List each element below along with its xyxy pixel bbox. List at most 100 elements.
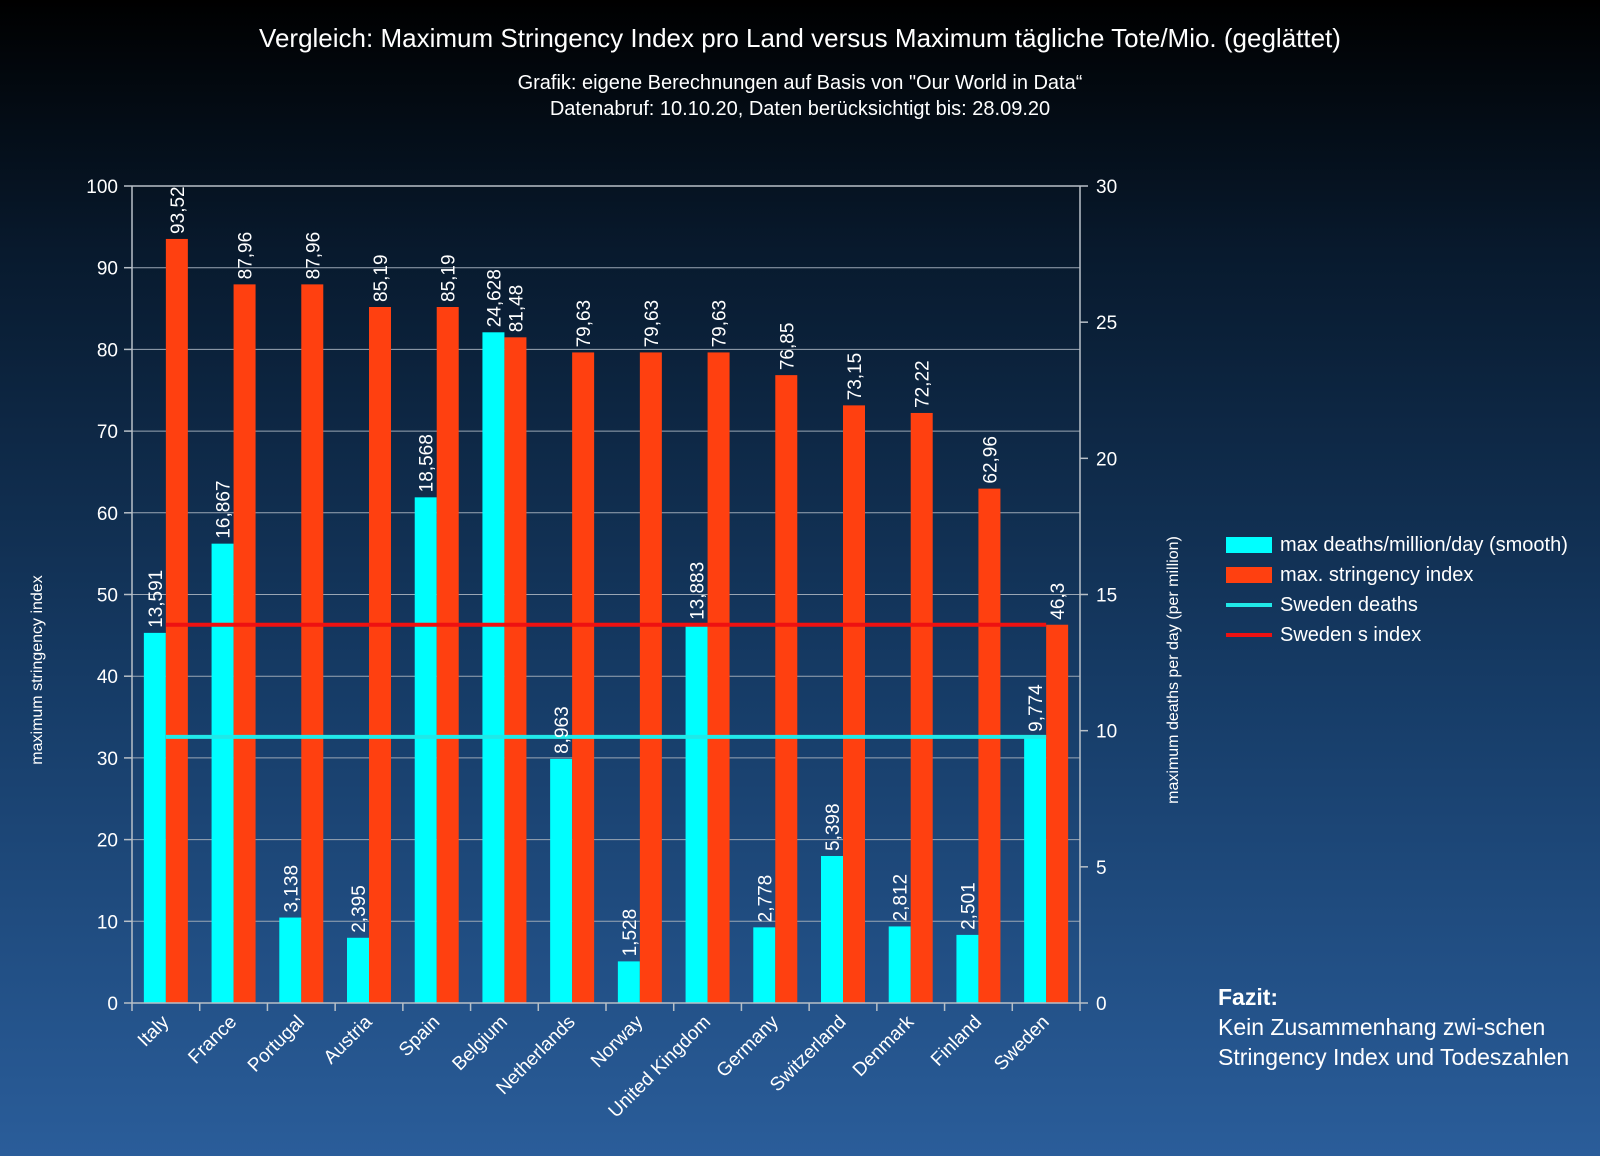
- bar-stringency: [707, 352, 730, 1003]
- bar-deaths: [550, 758, 573, 1003]
- x-tick-label: France: [184, 1012, 241, 1069]
- y-left-tick-label: 40: [97, 667, 118, 688]
- x-tick-label: Austria: [320, 1011, 377, 1068]
- y-left-tick-label: 50: [97, 586, 118, 607]
- bar-stringency: [843, 405, 865, 1003]
- bar-deaths: [143, 632, 166, 1003]
- y-left-tick-label: 10: [97, 912, 118, 933]
- y-right-tick-label: 0: [1096, 994, 1107, 1015]
- x-tick-label: Finland: [927, 1012, 986, 1071]
- data-labels-group: 13,591 93,52 16,867 87,96 3,138 87,96 2,395 85,…: [146, 186, 1069, 956]
- legend-label-sweden-index: Sweden s index: [1280, 623, 1422, 646]
- y-axis-right-label: maximum deaths per day (per million): [1165, 536, 1182, 804]
- legend: max deaths/million/day (smooth) max. str…: [1226, 530, 1568, 650]
- x-tick-label: Norway: [587, 1011, 648, 1072]
- data-label-stringency: 46,3: [1048, 583, 1069, 620]
- bar-deaths: [821, 855, 843, 1003]
- y-left-tick-label: 60: [97, 504, 118, 525]
- data-label-deaths: 2,812: [891, 874, 912, 922]
- y-right-tick-label: 30: [1096, 177, 1117, 198]
- conclusion-box: Fazit: Kein Zusammenhang zwi-schen Strin…: [1218, 982, 1578, 1072]
- legend-label-sweden-deaths: Sweden deaths: [1280, 593, 1418, 616]
- data-label-deaths: 2,501: [958, 882, 979, 930]
- x-tick-label: Germany: [713, 1011, 783, 1081]
- conclusion-text: Kein Zusammenhang zwi-schen Stringency I…: [1218, 1014, 1570, 1070]
- reference-lines-group: [165, 622, 1047, 739]
- bar-stringency: [1046, 624, 1069, 1003]
- bar-deaths: [279, 917, 302, 1003]
- y-left-tick-label: 80: [97, 340, 118, 361]
- bar-deaths: [685, 624, 708, 1003]
- data-label-deaths: 8,963: [552, 706, 573, 754]
- data-label-deaths: 2,395: [349, 885, 370, 933]
- data-label-stringency: 79,63: [710, 300, 731, 348]
- y-left-tick-label: 90: [97, 259, 118, 280]
- bar-deaths: [956, 934, 979, 1003]
- data-label-stringency: 73,15: [845, 353, 866, 401]
- data-label-deaths: 9,774: [1026, 684, 1047, 732]
- bar-stringency: [910, 412, 933, 1003]
- y-right-tick-label: 15: [1096, 586, 1117, 607]
- data-label-stringency: 62,96: [980, 436, 1001, 484]
- x-tick-label: Belgium: [449, 1012, 512, 1075]
- y-axis-left-label: maximum stringency index: [29, 575, 46, 764]
- legend-swatch-stringency: [1226, 567, 1272, 583]
- legend-swatch-sweden-deaths: [1226, 603, 1272, 607]
- data-label-stringency: 93,52: [168, 186, 189, 234]
- data-label-stringency: 85,19: [439, 254, 460, 302]
- gridlines: [132, 185, 1080, 922]
- data-label-deaths: 13,883: [688, 562, 709, 620]
- bar-stringency: [369, 306, 391, 1004]
- chart-subtitle-line-2: Datenabruf: 10.10.20, Daten berücksichti…: [550, 98, 1050, 120]
- bar-stringency: [639, 352, 662, 1003]
- bar-stringency: [301, 284, 324, 1003]
- data-label-stringency: 76,85: [777, 323, 798, 371]
- data-label-deaths: 3,138: [281, 865, 302, 913]
- data-label-deaths: 13,591: [146, 570, 167, 628]
- legend-swatch-sweden-index: [1226, 633, 1272, 637]
- y-left-tick-label: 100: [86, 177, 118, 198]
- legend-item-deaths: max deaths/million/day (smooth): [1226, 530, 1568, 560]
- x-tick-label: Sweden: [990, 1012, 1053, 1075]
- bar-deaths: [347, 937, 369, 1003]
- chart-subtitle-line-1: Grafik: eigene Berechnungen auf Basis vo…: [518, 72, 1083, 94]
- data-label-deaths: 1,528: [620, 909, 641, 957]
- x-tick-label: Spain: [395, 1012, 444, 1061]
- bar-deaths: [414, 497, 437, 1003]
- bar-stringency: [978, 488, 1001, 1003]
- legend-item-stringency: max. stringency index: [1226, 560, 1568, 590]
- data-label-deaths: 2,778: [755, 875, 776, 923]
- legend-item-sweden-index: Sweden s index: [1226, 620, 1568, 650]
- y-right-tick-label: 5: [1096, 858, 1107, 879]
- y-left-tick-label: 0: [107, 994, 118, 1015]
- bar-deaths: [753, 927, 776, 1003]
- bar-deaths: [482, 332, 505, 1003]
- x-tick-label: Portugal: [244, 1012, 309, 1077]
- bar-stringency: [775, 375, 798, 1003]
- legend-label-deaths: max deaths/million/day (smooth): [1280, 533, 1568, 556]
- conclusion-heading: Fazit:: [1218, 984, 1279, 1010]
- y-right-tick-label: 10: [1096, 722, 1117, 743]
- y-right-tick-label: 20: [1096, 449, 1117, 470]
- y-right-tick-label: 25: [1096, 313, 1117, 334]
- data-label-stringency: 87,96: [236, 232, 257, 280]
- data-label-stringency: 87,96: [303, 232, 324, 280]
- legend-swatch-deaths: [1226, 537, 1272, 553]
- data-label-deaths: 5,398: [823, 803, 844, 851]
- x-tick-label: Denmark: [849, 1011, 919, 1081]
- legend-item-sweden-deaths: Sweden deaths: [1226, 590, 1568, 620]
- y-left-tick-label: 30: [97, 749, 118, 770]
- data-label-stringency: 81,48: [506, 285, 527, 333]
- data-label-deaths: 16,867: [214, 481, 235, 539]
- bar-deaths: [1024, 736, 1047, 1003]
- data-label-stringency: 79,63: [642, 300, 663, 348]
- legend-label-stringency: max. stringency index: [1280, 563, 1474, 586]
- bar-deaths: [211, 543, 234, 1003]
- x-tick-label: Italy: [134, 1011, 174, 1051]
- y-left-tick-label: 20: [97, 831, 118, 852]
- y-left-tick-label: 70: [97, 422, 118, 443]
- bar-stringency: [165, 238, 188, 1004]
- chart-title: Vergleich: Maximum Stringency Index pro …: [259, 23, 1341, 53]
